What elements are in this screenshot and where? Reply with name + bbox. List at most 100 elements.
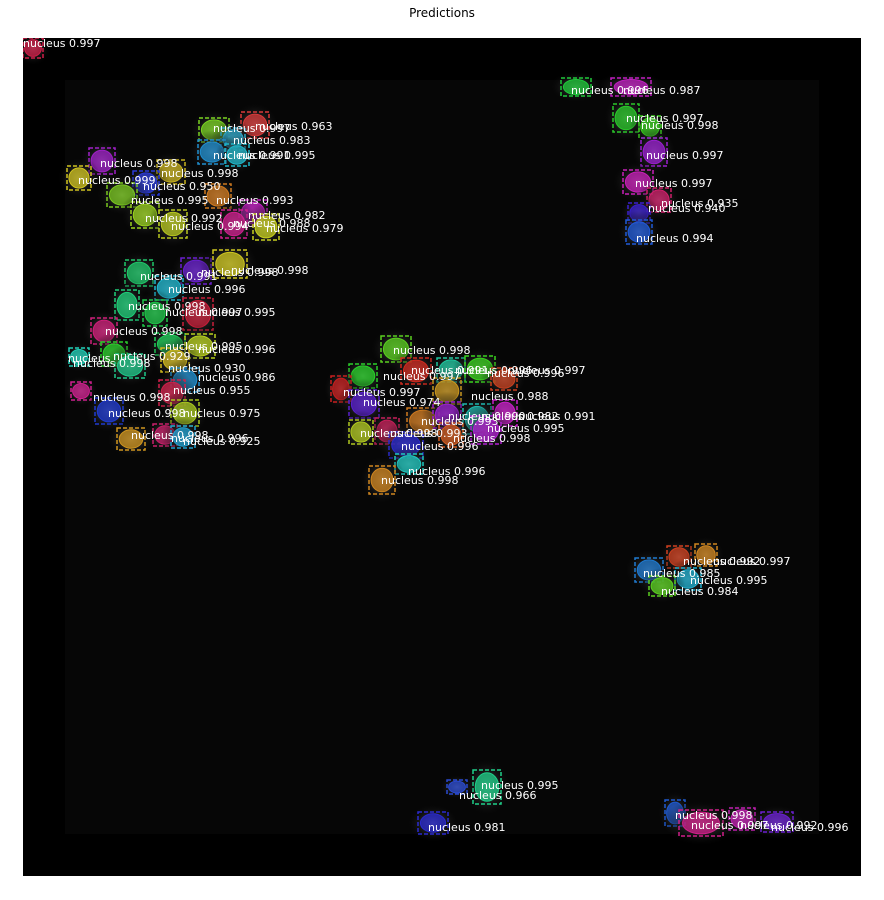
image-panel: nucleus 0.963 nucleus 0.997 nucleus 0.983 n… — [23, 38, 861, 876]
nucleus-mask — [562, 78, 590, 96]
detection-label: nucleus 0.997 — [691, 819, 769, 832]
detection-box — [224, 143, 250, 167]
detection-label: nucleus 0.994 — [636, 232, 714, 245]
detection-label: nucleus 0.996 — [571, 84, 649, 97]
detection-label: nucleus 0.995 — [198, 306, 276, 319]
detection-label: nucleus 0.995 — [165, 340, 243, 353]
detection-label: nucleus 0.990 — [448, 410, 526, 423]
detection-label: nucleus 0.997 — [343, 386, 421, 399]
detection-box — [70, 381, 92, 401]
detection-label: nucleus 0.998 — [73, 357, 151, 370]
detection-box — [368, 465, 396, 495]
detection-label: nucleus 0.997 — [713, 555, 791, 568]
nucleus-mask — [72, 382, 90, 400]
detection-label: nucleus 0.999 — [78, 174, 156, 187]
detection-label: nucleus 0.974 — [363, 396, 441, 409]
nucleus-mask — [96, 399, 122, 423]
detection-label: nucleus 0.929 — [113, 350, 191, 363]
detection-label: nucleus 0.963 — [255, 120, 333, 133]
detection-label: nucleus 0.998 — [93, 391, 171, 404]
detection-label: nucleus 0.966 — [459, 789, 537, 802]
detection-label: nucleus — [68, 352, 111, 365]
detection-box — [560, 77, 592, 97]
detection-label: nucleus 0.988 — [233, 217, 311, 230]
detection-label: nucleus 0.991 — [213, 149, 291, 162]
detection-box — [760, 811, 794, 833]
detection-label: nucleus 0.994 — [171, 220, 249, 233]
detection-box — [94, 397, 124, 425]
detection-label: nucleus 0.935 — [661, 197, 739, 210]
nucleus-mask — [472, 417, 500, 443]
nucleus-mask — [254, 215, 278, 239]
nucleus-mask — [419, 813, 447, 833]
detection-label: nucleus 0.995 — [481, 779, 559, 792]
detection-label: nucleus 0.998 — [105, 325, 183, 338]
detection-box — [23, 38, 44, 59]
detection-box — [170, 425, 196, 449]
nucleus-mask — [70, 348, 88, 366]
figure-title: Predictions — [409, 6, 475, 20]
detection-label: nucleus 0.992 — [740, 819, 818, 832]
detection-label: nucleus 0.992 — [145, 212, 223, 225]
detection-label: nucleus 0.996 — [401, 440, 479, 453]
detection-box — [472, 769, 502, 805]
detection-box — [240, 111, 270, 139]
detection-label: nucleus 0.998 — [131, 429, 209, 442]
nucleus-mask — [650, 577, 674, 595]
detection-label: nucleus 0.998 — [108, 407, 186, 420]
detection-label: nucleus 0.991 — [518, 410, 596, 423]
detection-box — [348, 419, 374, 445]
detection-label: nucleus 0.998 — [381, 474, 459, 487]
nucleus-mask — [144, 301, 166, 325]
detection-label: nucleus 0.996 — [771, 821, 849, 834]
detection-label: nucleus 0.981 — [428, 821, 506, 834]
detection-label: nucleus 0.993 — [421, 415, 499, 428]
detection-box — [438, 422, 464, 448]
detection-label: nucleus 0.992 — [683, 555, 761, 568]
nucleus-mask — [118, 429, 144, 449]
detection-label: nucleus 0.996 — [198, 343, 276, 356]
detection-label: nucleus 0.983 — [233, 134, 311, 147]
detection-label: nucleus 0.982 — [248, 209, 326, 222]
detection-label: nucleus 0.985 — [643, 567, 721, 580]
detection-box — [182, 297, 214, 331]
detection-label: nucleus 0.993 — [216, 194, 294, 207]
nucleus-mask — [116, 355, 144, 377]
detection-label: nucleus 0.997 — [165, 306, 243, 319]
detection-box — [158, 209, 188, 239]
detection-label: nucleus 0.998 — [100, 157, 178, 170]
detection-label: nucleus 0.979 — [266, 222, 344, 235]
tissue-region — [65, 80, 819, 834]
detection-label: nucleus 0.996 — [487, 367, 565, 380]
nucleus-mask — [24, 39, 42, 57]
nucleus-mask — [440, 424, 462, 446]
detection-label: nucleus 0.996 — [171, 432, 249, 445]
nucleus-mask — [448, 780, 466, 794]
detection-label: nucleus 0.975 — [183, 407, 261, 420]
detection-label: nucleus 0.998 — [453, 432, 531, 445]
nucleus-mask — [350, 421, 372, 443]
detection-box — [212, 249, 248, 279]
nucleus-mask — [172, 427, 194, 447]
detection-box — [142, 299, 168, 327]
nucleus-mask — [642, 139, 666, 165]
detection-label: nucleus 0.996 — [455, 364, 533, 377]
detection-label: nucleus 0.998 — [393, 344, 471, 357]
detection-label: nucleus 0.997 — [646, 149, 724, 162]
microscopy-image — [23, 38, 819, 847]
detection-label: nucleus 0.998 — [641, 119, 719, 132]
detection-label: nucleus 0.995 — [131, 194, 209, 207]
nucleus-mask — [627, 221, 651, 243]
nucleus-mask — [215, 251, 245, 277]
nucleus-mask — [370, 467, 394, 493]
detection-label: nucleus 0.998 — [360, 427, 438, 440]
nucleus-mask — [68, 167, 90, 189]
detection-label: nucleus 0.984 — [661, 585, 739, 598]
detection-label: nucleus 0.997 — [383, 370, 461, 383]
nucleus-mask — [696, 545, 716, 565]
detection-label: nucleus 0.998 — [128, 300, 206, 313]
detection-box — [625, 219, 653, 245]
detection-label: nucleus 0.995 — [690, 574, 768, 587]
detection-label: nucleus 0.996 — [408, 465, 486, 478]
detection-box — [417, 811, 449, 835]
